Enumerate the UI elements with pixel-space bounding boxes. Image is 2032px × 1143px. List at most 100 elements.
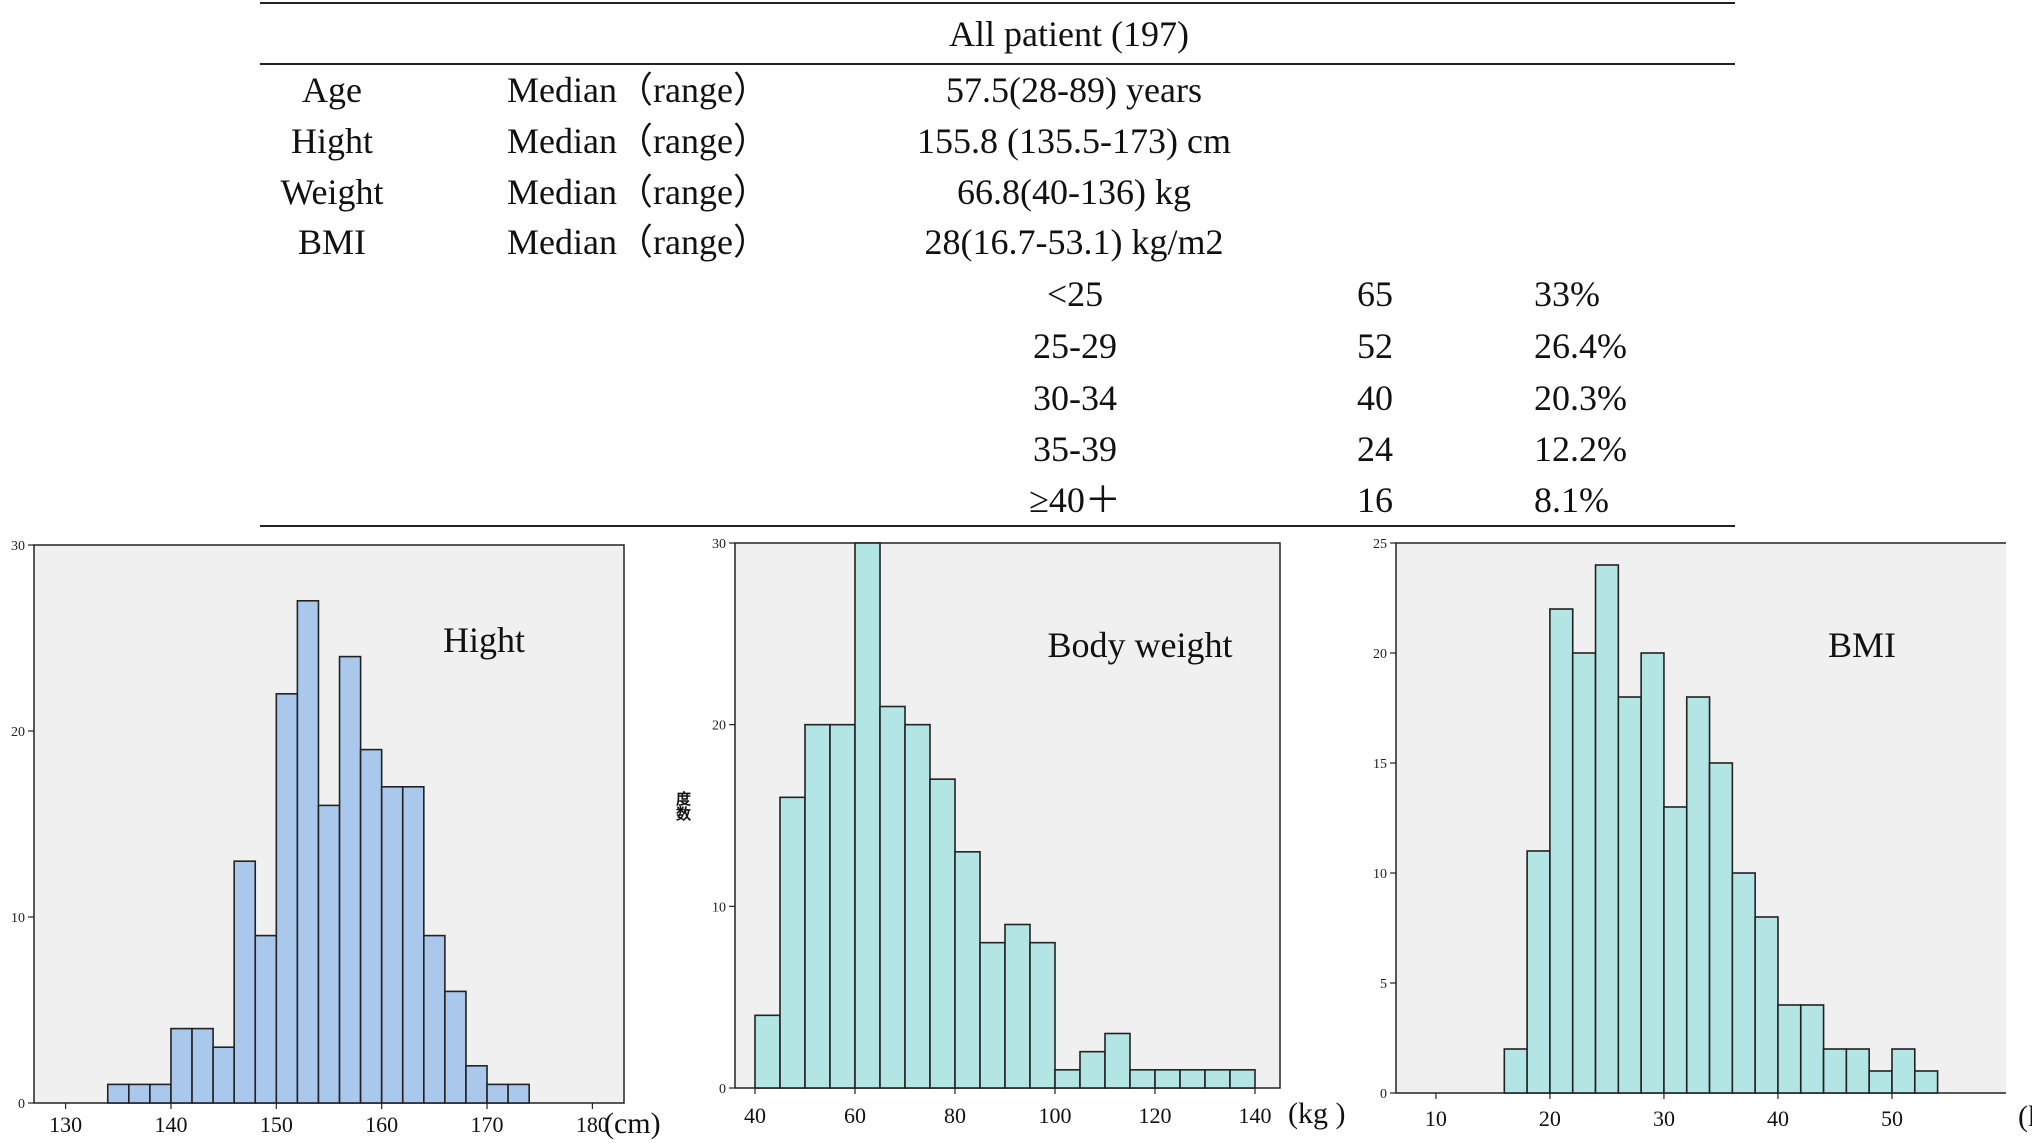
bmi-y-tick-label: 25 xyxy=(1373,537,1387,552)
bmi-y-tick-label: 0 xyxy=(1380,1087,1387,1102)
height-histogram-bar xyxy=(106,1083,130,1104)
bmi-histogram: 0 5 10 15 20 25 10 20 30 40 50 BMI (kg/m2 ) xyxy=(1373,537,2032,1133)
height-y-tick-label: 0 xyxy=(18,1097,25,1112)
height-histogram-bar xyxy=(191,1027,214,1104)
weight-y-axis-label: 度数 xyxy=(674,790,691,822)
height-histogram-bar xyxy=(170,1027,193,1104)
height-x-axis-label: (cm) xyxy=(604,1107,661,1140)
weight-histogram-bar xyxy=(1154,1069,1181,1089)
bmi-group-range: ≥40＋ xyxy=(1029,480,1121,520)
weight-x-tick-label: 80 xyxy=(944,1103,966,1128)
row-weight-label: Weight xyxy=(280,172,384,212)
weight-histogram-bar xyxy=(804,723,831,1089)
bmi-group-count: 52 xyxy=(1357,326,1393,366)
weight-y-tick-label: 20 xyxy=(712,719,726,734)
bmi-x-axis-label: (kg/m2 ) xyxy=(2018,1100,2032,1133)
height-histogram-bar xyxy=(128,1083,151,1104)
bmi-x-tick-label: 50 xyxy=(1881,1106,1903,1131)
weight-histogram-bar xyxy=(754,1014,781,1089)
weight-histogram-bar xyxy=(854,542,881,1089)
bmi-group-percent: 20.3% xyxy=(1534,378,1627,418)
table-header-rule xyxy=(260,63,1735,65)
weight-x-tick-label: 40 xyxy=(744,1103,766,1128)
bmi-histogram-bar xyxy=(1891,1048,1916,1094)
bmi-group-range: 35-39 xyxy=(1033,429,1117,469)
weight-histogram-bar xyxy=(779,796,806,1089)
patient-characteristics-table: All patient (197) Age Median（range） 57.5… xyxy=(0,0,2032,540)
weight-y-tick-label: 0 xyxy=(719,1082,726,1097)
weight-histogram-bar xyxy=(829,723,856,1089)
weight-histogram: 0 10 20 30 40 60 80 100 120 140 Body weight (kg ) 度数 xyxy=(674,537,1345,1130)
bmi-group-count: 40 xyxy=(1357,378,1393,418)
height-x-tick-label: 140 xyxy=(154,1112,187,1137)
height-histogram-bar xyxy=(233,860,257,1104)
weight-histogram-bar xyxy=(1229,1069,1256,1089)
weight-chart-title: Body weight xyxy=(1048,625,1233,665)
bmi-group-percent: 33% xyxy=(1534,274,1600,314)
bmi-x-tick-label: 40 xyxy=(1767,1106,1789,1131)
row-height-value: 155.8 (135.5-173) cm xyxy=(917,121,1231,161)
height-histogram-bar xyxy=(359,748,383,1104)
height-histogram-bar xyxy=(380,786,404,1104)
weight-histogram-bar xyxy=(1204,1069,1231,1089)
height-histogram-bar xyxy=(296,599,320,1104)
height-histogram-bar xyxy=(317,804,341,1104)
bmi-histogram-bar xyxy=(1845,1048,1870,1094)
bmi-histogram-bar xyxy=(1663,806,1688,1094)
bmi-y-tick-label: 10 xyxy=(1373,867,1387,882)
bmi-histogram-bar xyxy=(1617,696,1642,1094)
bmi-histogram-bar xyxy=(1708,762,1734,1094)
bmi-histogram-bar xyxy=(1754,916,1779,1094)
bmi-group-range: 30-34 xyxy=(1033,378,1117,418)
bmi-group-percent: 26.4% xyxy=(1534,326,1627,366)
row-height-label: Hight xyxy=(290,121,374,161)
weight-histogram-bar xyxy=(879,705,906,1089)
height-histogram-bar xyxy=(465,1064,488,1104)
weight-x-tick-label: 60 xyxy=(844,1103,866,1128)
bmi-chart-title: BMI xyxy=(1828,625,1896,665)
row-age-label: Age xyxy=(302,70,362,110)
bmi-x-tick-label: 30 xyxy=(1653,1106,1675,1131)
bmi-x-tick-label: 20 xyxy=(1539,1106,1561,1131)
weight-y-tick-label: 30 xyxy=(712,537,726,552)
height-histogram-bar xyxy=(444,990,467,1104)
row-weight-value: 66.8(40-136) kg xyxy=(957,172,1191,212)
row-age-stat: Median（range） xyxy=(507,70,769,110)
bmi-y-tick-label: 15 xyxy=(1373,757,1387,772)
weight-histogram-bar xyxy=(1054,1069,1081,1089)
weight-x-tick-label: 140 xyxy=(1239,1103,1272,1128)
height-histogram-bar xyxy=(338,655,362,1104)
weight-histogram-bar xyxy=(929,778,956,1089)
bmi-y-tick-label: 20 xyxy=(1373,647,1387,662)
height-x-tick-label: 160 xyxy=(365,1112,398,1137)
height-y-tick-label: 10 xyxy=(11,911,25,926)
weight-histogram-bar xyxy=(1104,1032,1131,1089)
bmi-group-percent: 8.1% xyxy=(1534,480,1609,520)
height-histogram-bar xyxy=(275,693,299,1104)
weight-histogram-bar xyxy=(904,723,931,1089)
bmi-histogram-bar xyxy=(1913,1070,1939,1094)
bmi-histogram-bar xyxy=(1640,652,1665,1094)
height-histogram-bar xyxy=(486,1083,509,1104)
bmi-group-percent: 12.2% xyxy=(1534,429,1627,469)
height-y-tick-label: 30 xyxy=(11,539,25,554)
bmi-group-count: 16 xyxy=(1357,480,1393,520)
height-x-tick-label: 130 xyxy=(49,1112,82,1137)
height-histogram: 0 10 20 30 130 140 150 160 170 180 Hight (cm) xyxy=(11,539,661,1140)
bmi-group-range: 25-29 xyxy=(1033,326,1117,366)
height-histogram-bar xyxy=(401,786,425,1104)
row-bmi-label: BMI xyxy=(297,222,367,262)
row-bmi-stat: Median（range） xyxy=(507,222,769,262)
bmi-histogram-bar xyxy=(1503,1048,1528,1094)
height-x-tick-label: 170 xyxy=(471,1112,504,1137)
table-top-rule xyxy=(260,2,1735,4)
row-age-value: 57.5(28-89) years xyxy=(946,70,1202,110)
height-x-tick-label: 150 xyxy=(260,1112,293,1137)
height-y-tick-label: 20 xyxy=(11,725,25,740)
table-header: All patient (197) xyxy=(949,14,1189,54)
bmi-histogram-bar xyxy=(1731,872,1756,1094)
weight-histogram-bar xyxy=(1079,1050,1106,1089)
height-histogram-bar xyxy=(507,1083,530,1104)
bmi-y-tick-label: 5 xyxy=(1380,977,1387,992)
weight-histogram-bar xyxy=(1029,941,1056,1089)
